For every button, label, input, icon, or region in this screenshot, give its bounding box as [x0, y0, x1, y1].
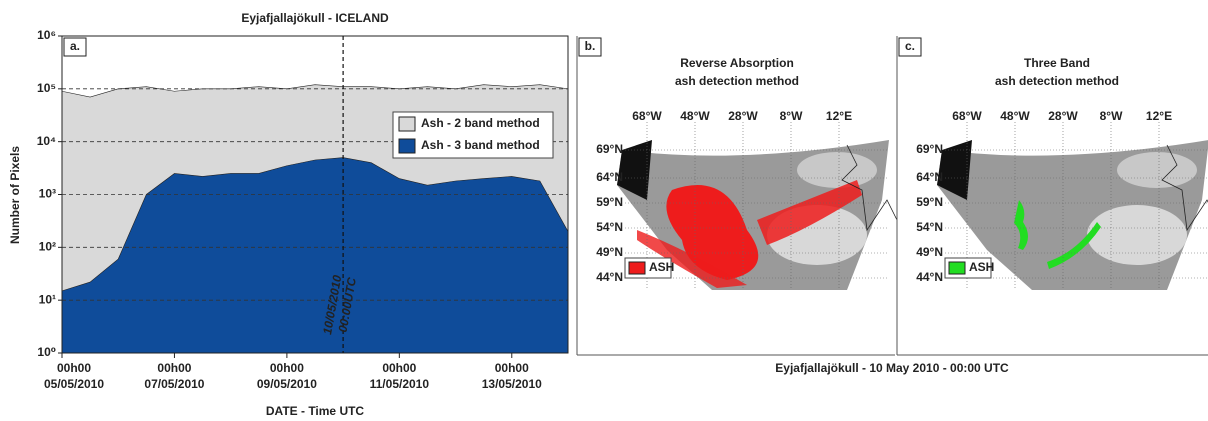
panel-label: a.: [70, 39, 80, 53]
y-tick-label: 10²: [39, 240, 56, 254]
x-tick-label: 11/05/2010: [370, 377, 430, 391]
lon-label: 12°E: [1146, 109, 1172, 123]
x-tick-label: 07/05/2010: [144, 377, 204, 391]
map-title: ash detection method: [995, 74, 1119, 88]
lat-label: 69°N: [596, 142, 623, 156]
panel-label: b.: [585, 39, 596, 53]
lat-label: 64°N: [916, 170, 943, 184]
ash-region: [637, 230, 747, 288]
y-tick-label: 10⁵: [37, 81, 56, 95]
legend-label: Ash - 2 band method: [421, 116, 540, 130]
x-tick-label: 05/05/2010: [44, 377, 104, 391]
x-tick-label: 13/05/2010: [482, 377, 542, 391]
lat-label: 44°N: [596, 270, 623, 284]
lat-label: 59°N: [916, 195, 943, 209]
chart-title: Eyjafjallajökull - ICELAND: [241, 11, 389, 25]
y-tick-label: 10¹: [39, 292, 56, 306]
map-title: Three Band: [1024, 56, 1090, 70]
x-tick-label: 00h00: [382, 361, 416, 375]
lat-label: 49°N: [596, 245, 623, 259]
lon-label: 68°W: [952, 109, 982, 123]
lon-label: 12°E: [826, 109, 852, 123]
lon-label: 48°W: [1000, 109, 1030, 123]
ash-region: [757, 180, 862, 245]
legend-label: ASH: [649, 260, 674, 274]
y-tick-label: 10³: [39, 187, 56, 201]
legend-swatch: [398, 138, 416, 154]
cloud: [797, 152, 877, 188]
lat-label: 69°N: [916, 142, 943, 156]
lon-label: 8°W: [780, 109, 803, 123]
legend-swatch: [398, 116, 416, 132]
x-tick-label: 00h00: [157, 361, 191, 375]
legend-swatch: [628, 261, 646, 275]
lat-label: 44°N: [916, 270, 943, 284]
lon-label: 68°W: [632, 109, 662, 123]
lat-label: 54°N: [596, 220, 623, 234]
panel-label-box: [898, 37, 922, 57]
lat-label: 49°N: [916, 245, 943, 259]
lon-label: 28°W: [728, 109, 758, 123]
lon-label: 28°W: [1048, 109, 1078, 123]
panel-label-box: [63, 37, 87, 57]
area: [61, 157, 569, 354]
y-tick-label: 10⁶: [37, 28, 56, 42]
cloud: [1087, 205, 1187, 265]
legend-swatch: [948, 261, 966, 275]
x-tick-label: 00h00: [270, 361, 304, 375]
map-panel: c. Three Band ash detection method 68°W 48°W…: [896, 36, 1208, 356]
legend-box: [392, 111, 554, 159]
x-tick-label: 09/05/2010: [257, 377, 317, 391]
map-title: Reverse Absorption: [680, 56, 794, 70]
panel-label: c.: [905, 39, 915, 53]
legend-label: ASH: [969, 260, 994, 274]
cloud: [1117, 152, 1197, 188]
lat-label: 54°N: [916, 220, 943, 234]
swath-edge: [937, 140, 972, 200]
map-panel: b. Reverse Absorption ash detection method…: [576, 36, 898, 356]
lon-label: 8°W: [1100, 109, 1123, 123]
coastline: [1161, 144, 1208, 232]
panel-label-box: [578, 37, 602, 57]
ash-region: [1014, 200, 1028, 250]
lat-label: 64°N: [596, 170, 623, 184]
x-tick-label: 00h00: [57, 361, 91, 375]
legend-label: Ash - 3 band method: [421, 138, 540, 152]
coastline: [841, 144, 898, 232]
lat-label: 59°N: [596, 195, 623, 209]
ash-region: [1047, 222, 1101, 269]
map-caption: Eyjafjallajökull - 10 May 2010 - 00:00 U…: [775, 361, 1009, 375]
plot-frame: [61, 35, 569, 354]
y-axis-label: Number of Pixels: [8, 146, 22, 244]
lon-label: 48°W: [680, 109, 710, 123]
y-tick-label: 10⁰: [37, 345, 56, 359]
x-axis-label: DATE - Time UTC: [266, 404, 365, 418]
swath-edge: [617, 140, 652, 200]
y-tick-label: 10⁴: [37, 134, 56, 148]
x-tick-label: 00h00: [495, 361, 529, 375]
map-title: ash detection method: [675, 74, 799, 88]
